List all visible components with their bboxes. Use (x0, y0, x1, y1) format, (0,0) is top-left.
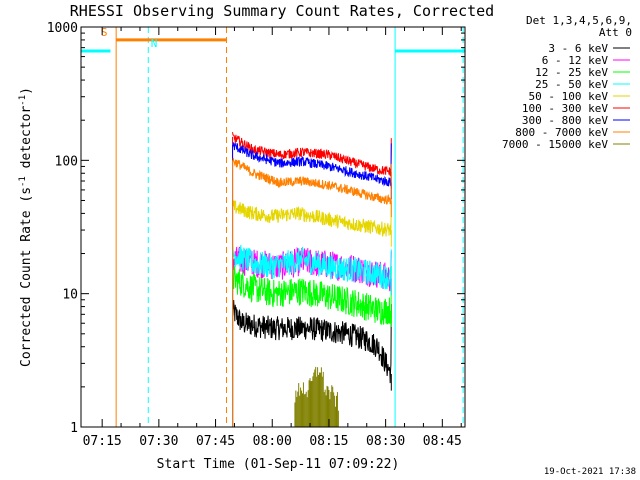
legend-label: 12 - 25 keV (535, 66, 608, 79)
x-tick-label: 07:15 (83, 434, 122, 449)
x-tick-label: 08:45 (423, 434, 462, 449)
state-bars: SN (81, 26, 465, 53)
axis-ticks: 07:15 07:30 07:45 08:00 08:15 08:30 08:45 1 10 10… (47, 21, 465, 449)
series-7000-15000-kev (294, 366, 339, 427)
y-tick-label: 10 (62, 288, 78, 303)
y-tick-label: 1000 (47, 21, 78, 36)
attenuator-state-label: S (101, 26, 108, 39)
series-800-7000-kev (232, 157, 392, 205)
series-300-800-kev (232, 142, 392, 188)
legend-label: 3 - 6 keV (548, 42, 608, 55)
x-tick-label: 07:30 (139, 434, 178, 449)
legend-label: 300 - 800 keV (522, 114, 608, 127)
series-50-100-kev (232, 200, 392, 238)
night-segment-0-label: N (151, 37, 158, 50)
series-3-6-kev (232, 299, 392, 384)
series-25-50-kev (232, 244, 392, 290)
plot-frame (80, 26, 466, 428)
legend-header: Att 0 (599, 26, 632, 39)
footer-timestamp: 19-Oct-2021 17:38 (544, 467, 636, 477)
series-12-25-kev (232, 265, 392, 326)
legend-label: 100 - 300 keV (522, 102, 608, 115)
legend-header: Det 1,3,4,5,6,9, (526, 14, 632, 27)
x-tick-label: 07:45 (196, 434, 235, 449)
x-tick-label: 08:30 (366, 434, 405, 449)
x-axis-label: Start Time (01-Sep-11 07:09:22) (157, 457, 400, 472)
legend-label: 800 - 7000 keV (515, 126, 608, 139)
chart-title: RHESSI Observing Summary Count Rates, Co… (70, 2, 494, 20)
legend-label: 7000 - 15000 keV (502, 138, 608, 151)
series-group (232, 132, 392, 427)
series-100-300-kev (232, 132, 392, 177)
legend-label: 25 - 50 keV (535, 78, 608, 91)
y-axis-label: Corrected Count Rate (s-1 detector-1) (18, 87, 34, 367)
y-tick-label: 100 (55, 154, 78, 169)
x-tick-label: 08:15 (309, 434, 348, 449)
y-tick-label: 1 (70, 421, 78, 436)
vertical-markers (80, 27, 464, 427)
legend-label: 50 - 100 keV (529, 90, 609, 103)
legend-label: 6 - 12 keV (542, 54, 609, 67)
x-tick-label: 08:00 (253, 434, 292, 449)
